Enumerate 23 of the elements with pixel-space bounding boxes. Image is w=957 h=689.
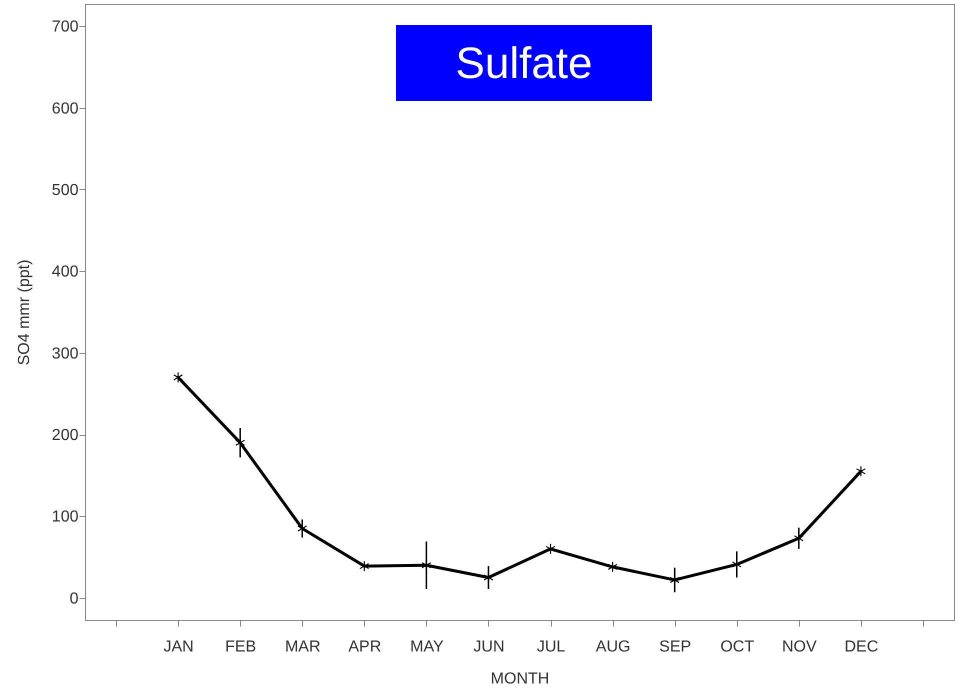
y-tick-label: 500	[52, 182, 79, 199]
x-tick-label: JUL	[536, 638, 566, 656]
x-tick-label: MAR	[284, 638, 321, 656]
x-tick-label: DEC	[844, 638, 878, 656]
x-tick-label: FEB	[225, 638, 256, 656]
x-tick-label: JAN	[163, 638, 194, 656]
y-tick-label: 700	[52, 18, 79, 36]
y-tick-label: 300	[52, 345, 79, 362]
y-tick-label: 600	[52, 100, 79, 118]
y-tick-label: 200	[52, 427, 79, 444]
x-tick-label: NOV	[782, 638, 817, 656]
x-tick-label: APR	[348, 638, 382, 656]
y-tick-label: 400	[52, 264, 79, 281]
x-axis-title: MONTH	[490, 670, 550, 688]
y-axis-title: SO4 mmr (ppt)	[16, 260, 33, 366]
y-tick-label: 100	[52, 508, 79, 526]
y-tick-label: 0	[70, 590, 79, 608]
x-tick-label: OCT	[720, 638, 754, 656]
x-tick-label: AUG	[596, 638, 630, 656]
annotation: Sulfate	[456, 39, 592, 88]
x-tick-label: MAY	[410, 638, 444, 656]
x-tick-label: SEP	[659, 638, 692, 656]
x-tick-label: JUN	[473, 638, 505, 656]
